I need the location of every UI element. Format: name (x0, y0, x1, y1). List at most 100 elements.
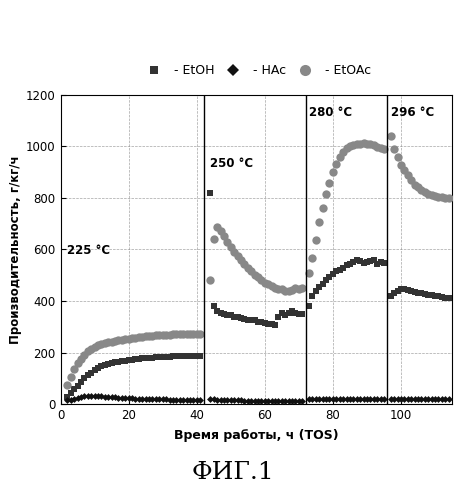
Point (149, 332, 156, 340)
Point (217, 396, 224, 404)
Point (425, 290, 432, 298)
Point (135, 395, 143, 403)
Point (441, 395, 449, 403)
Point (295, 310, 302, 318)
Point (288, 286, 296, 294)
Point (210, 302, 218, 310)
Point (387, 395, 395, 403)
Point (217, 309, 224, 317)
Point (373, 259, 381, 267)
Point (421, 290, 429, 298)
Point (278, 397, 286, 405)
Point (162, 353, 170, 361)
Point (67, 396, 75, 404)
Point (299, 397, 306, 405)
Point (265, 320, 272, 328)
Point (333, 267, 340, 275)
Point (159, 353, 166, 361)
Point (142, 354, 150, 362)
Point (397, 395, 404, 403)
Point (445, 294, 452, 302)
Point (88, 369, 95, 377)
Point (240, 397, 248, 405)
Point (101, 393, 109, 401)
Point (271, 283, 279, 291)
Point (360, 259, 367, 267)
Point (172, 330, 180, 338)
Point (363, 140, 370, 148)
Point (326, 395, 333, 403)
Point (346, 395, 354, 403)
Point (81, 392, 88, 400)
Point (414, 183, 422, 191)
Point (88, 392, 95, 400)
Point (288, 307, 296, 315)
Point (268, 397, 275, 405)
Point (237, 396, 245, 404)
Point (315, 219, 323, 227)
Point (373, 143, 381, 151)
Point (428, 191, 435, 199)
Point (64, 396, 71, 404)
Point (179, 352, 187, 360)
Point (234, 396, 241, 404)
Point (274, 397, 282, 405)
Point (227, 311, 234, 319)
Point (305, 302, 313, 310)
Point (258, 276, 265, 284)
Point (425, 190, 432, 198)
Point (132, 355, 139, 363)
Point (411, 181, 418, 189)
Point (353, 256, 360, 264)
Point (299, 310, 306, 318)
Point (292, 397, 299, 405)
Point (438, 194, 445, 202)
Point (265, 280, 272, 288)
Point (438, 293, 445, 301)
Point (336, 153, 343, 161)
Point (98, 392, 105, 400)
Point (145, 354, 153, 362)
Point (404, 286, 411, 294)
Point (322, 395, 330, 403)
Point (220, 232, 228, 240)
Point (162, 395, 170, 403)
Point (104, 338, 112, 346)
Point (132, 334, 139, 342)
Point (363, 258, 370, 266)
Point (360, 395, 367, 403)
Point (346, 259, 354, 267)
Point (98, 362, 105, 370)
Point (261, 397, 268, 405)
Point (326, 273, 333, 281)
Point (411, 288, 418, 296)
Point (244, 264, 252, 272)
Text: ФИГ.1: ФИГ.1 (192, 461, 274, 484)
Point (254, 273, 262, 281)
Legend:  - EtOH,  - HAc,  - EtOAc: - EtOH, - HAc, - EtOAc (136, 59, 377, 82)
Point (138, 354, 146, 362)
Point (274, 285, 282, 293)
Point (254, 318, 262, 326)
Point (152, 395, 160, 403)
Point (377, 144, 384, 152)
Point (268, 320, 275, 328)
Point (115, 358, 122, 366)
Point (128, 356, 136, 364)
Point (258, 397, 265, 405)
Text: 225 °C: 225 °C (68, 245, 110, 257)
Point (441, 294, 449, 302)
Point (84, 371, 91, 379)
Point (64, 381, 71, 389)
Point (367, 395, 374, 403)
Point (210, 395, 218, 403)
Point (190, 396, 197, 404)
Point (74, 359, 82, 367)
Point (292, 284, 299, 292)
Point (231, 396, 238, 404)
Point (281, 397, 289, 405)
Point (196, 396, 204, 404)
Point (84, 347, 91, 355)
Point (315, 283, 323, 291)
Text: 250 °C: 250 °C (210, 157, 254, 170)
